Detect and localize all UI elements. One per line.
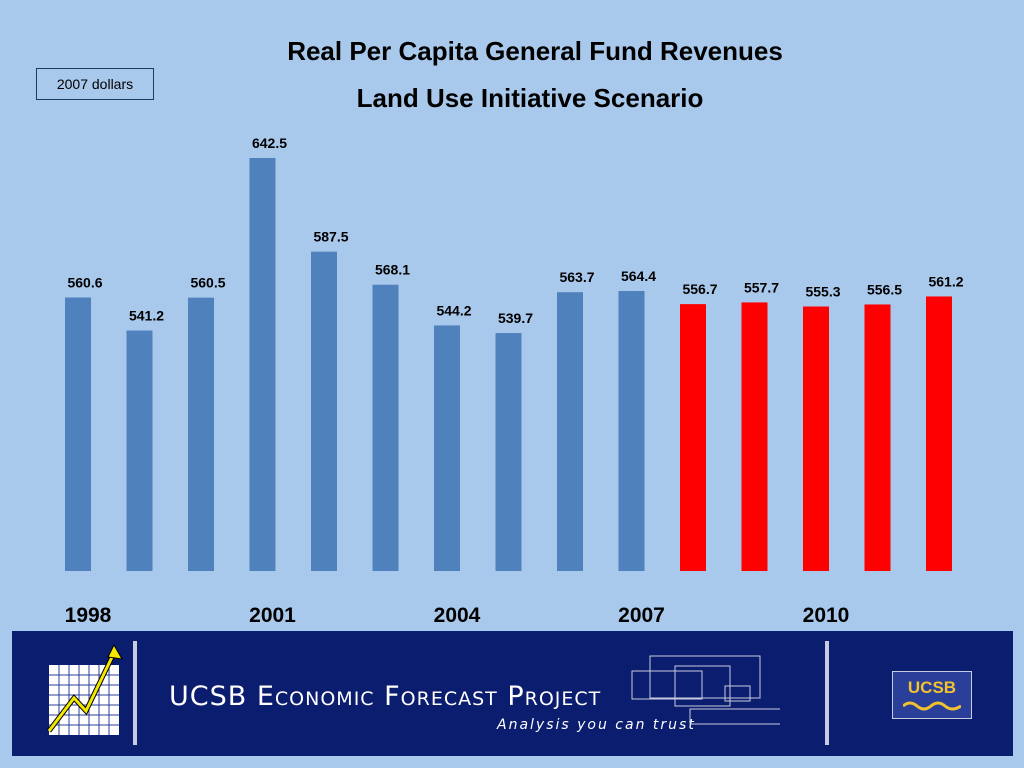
chart-title: Real Per Capita General Fund Revenues bbox=[287, 36, 783, 66]
bar-value-label: 587.5 bbox=[313, 229, 348, 245]
bar-value-label: 561.2 bbox=[928, 273, 963, 289]
bar-1998 bbox=[65, 297, 91, 571]
bar-value-label: 539.7 bbox=[498, 310, 533, 326]
x-tick-label: 2007 bbox=[618, 604, 665, 627]
rising-chart-icon bbox=[47, 643, 123, 735]
bar-value-label: 555.3 bbox=[805, 284, 840, 300]
bar-2007 bbox=[618, 291, 645, 571]
chart-subtitle: Land Use Initiative Scenario bbox=[357, 83, 704, 113]
bar-2010 bbox=[803, 306, 829, 571]
bar-value-label: 541.2 bbox=[129, 308, 164, 324]
bar-2002 bbox=[311, 251, 337, 571]
ucsb-logo: UCSB bbox=[892, 671, 972, 719]
bar-2004 bbox=[434, 325, 460, 571]
bar-2003 bbox=[372, 284, 399, 571]
bars-group bbox=[65, 158, 952, 571]
bar-1999 bbox=[126, 330, 153, 571]
bar-value-label: 544.2 bbox=[436, 302, 471, 318]
x-tick-label: 2004 bbox=[434, 604, 481, 627]
x-axis-labels: 1998 2001 2004 2007 2010 bbox=[65, 604, 850, 627]
bar-value-label: 563.7 bbox=[559, 269, 594, 285]
bar-value-label: 564.4 bbox=[621, 268, 656, 284]
bar-value-label: 560.6 bbox=[67, 274, 102, 290]
ucsb-logo-text: UCSB bbox=[907, 678, 957, 697]
footer-divider-right bbox=[825, 641, 829, 745]
brand-name: UCSB Economic Forecast Project bbox=[169, 681, 602, 712]
brand-tagline: Analysis you can trust bbox=[497, 717, 696, 733]
bar-2001 bbox=[249, 158, 276, 571]
unit-note-box: 2007 dollars bbox=[36, 68, 154, 100]
overlapping-squares-graphic bbox=[631, 655, 780, 725]
x-tick-label: 2010 bbox=[803, 604, 850, 627]
logo-wave-icon bbox=[903, 701, 961, 711]
bar-2011 bbox=[864, 304, 891, 571]
bar-value-label: 560.5 bbox=[190, 275, 225, 291]
bar-value-label: 568.1 bbox=[375, 262, 410, 278]
bar-value-label: 556.7 bbox=[682, 281, 717, 297]
x-tick-label: 1998 bbox=[65, 604, 112, 627]
bar-value-label: 642.5 bbox=[252, 135, 287, 151]
bar-2012 bbox=[926, 296, 952, 571]
x-tick-label: 2001 bbox=[249, 604, 296, 627]
bar-labels-group: 560.6 541.2 560.5 642.5 587.5 568.1 544.2 539.7… bbox=[67, 135, 963, 326]
bar-value-label: 556.5 bbox=[867, 281, 902, 297]
bar-2006 bbox=[557, 292, 583, 571]
bar-2005 bbox=[495, 333, 522, 571]
footer-divider-left bbox=[133, 641, 137, 745]
bar-2009 bbox=[741, 302, 768, 571]
footer-banner: UCSB Economic Forecast Project Analysis … bbox=[12, 631, 1013, 756]
bar-2000 bbox=[188, 297, 214, 571]
bar-value-label: 557.7 bbox=[744, 279, 779, 295]
revenue-chart: Real Per Capita General Fund Revenues La… bbox=[65, 36, 964, 627]
bar-2008 bbox=[680, 304, 706, 571]
